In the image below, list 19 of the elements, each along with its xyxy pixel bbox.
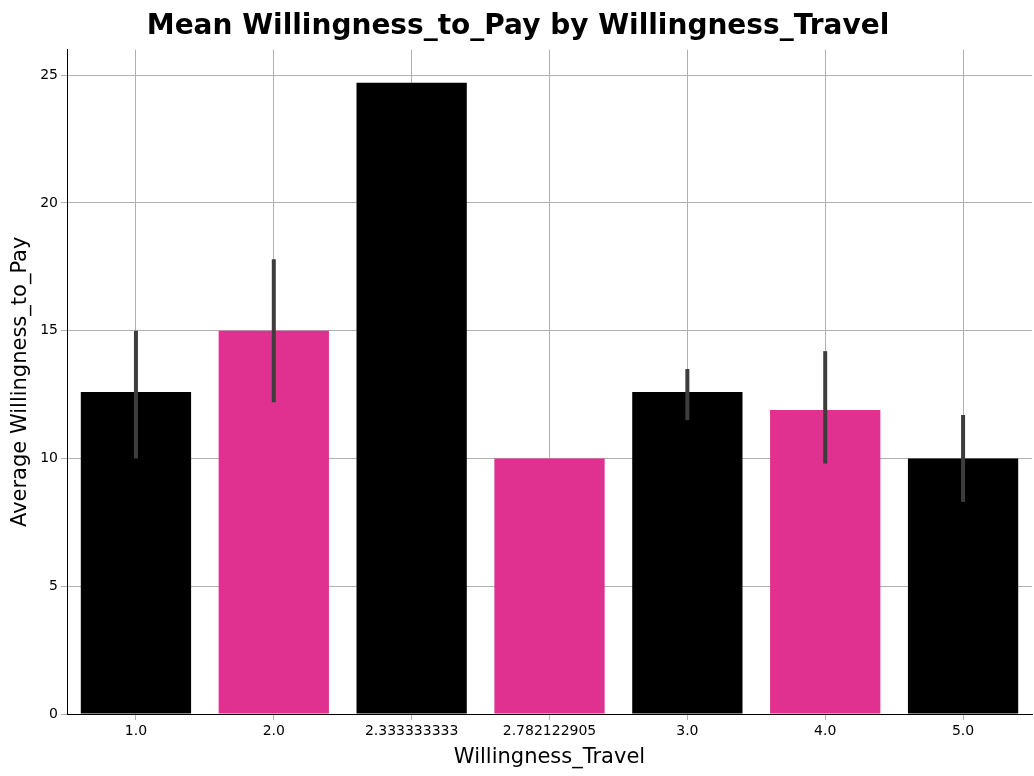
x-tick-label: 5.0 bbox=[951, 722, 975, 739]
y-tick-label: 10 bbox=[40, 449, 59, 466]
x-tick-label: 2.782122905 bbox=[502, 722, 597, 739]
y-tick-label: 5 bbox=[49, 576, 59, 593]
y-axis-title: Average Willingness_to_Pay bbox=[7, 236, 33, 527]
x-axis-title: Willingness_Travel bbox=[453, 743, 646, 769]
bar bbox=[494, 458, 605, 714]
y-tick-label: 15 bbox=[40, 321, 59, 338]
x-tick-label: 2.0 bbox=[262, 722, 285, 739]
y-tick-label: 25 bbox=[40, 65, 59, 82]
bar bbox=[218, 330, 329, 714]
y-tick-label: 20 bbox=[40, 193, 59, 210]
bar bbox=[770, 409, 881, 714]
x-tick-label: 2.333333333 bbox=[364, 722, 459, 739]
x-tick-label: 4.0 bbox=[814, 722, 837, 739]
y-tick-label: 0 bbox=[49, 704, 59, 721]
chart-title: Mean Willingness_to_Pay by Willingness_Travel bbox=[146, 8, 890, 42]
x-tick-label: 3.0 bbox=[676, 722, 699, 739]
x-tick-label: 1.0 bbox=[124, 722, 148, 739]
